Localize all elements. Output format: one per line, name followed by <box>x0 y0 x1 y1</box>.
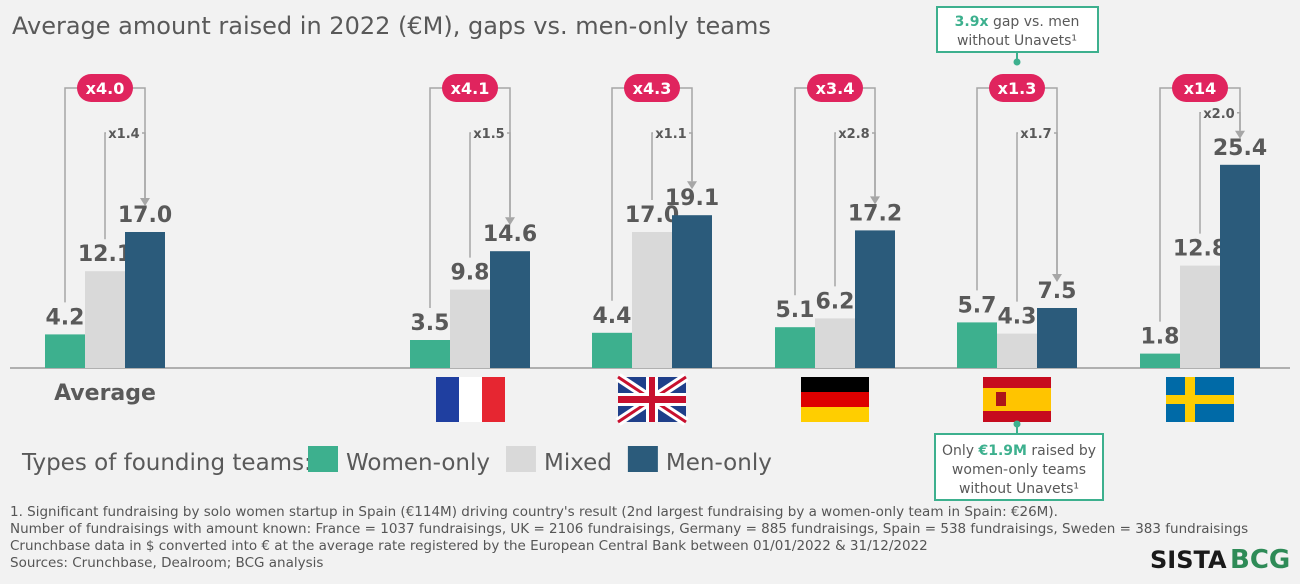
bar <box>410 340 450 368</box>
callout-text: women-only teams <box>952 462 1086 478</box>
bar <box>775 327 815 368</box>
gap-label-bg <box>653 123 689 143</box>
bar <box>450 289 490 368</box>
gap-pill <box>989 74 1045 102</box>
arrow-head <box>1235 130 1245 139</box>
value-label: 25.4 <box>1213 136 1267 161</box>
footnote: 1. Significant fundraising by solo women… <box>10 504 1058 520</box>
gap-label: x1.3 <box>998 79 1037 98</box>
gap-label: x1.7 <box>1020 127 1051 142</box>
callout-bottom: Only €1.9M raised by women-only teams wi… <box>934 420 1104 501</box>
callout-text: gap vs. men <box>993 14 1079 30</box>
gap-label: x1.4 <box>108 127 139 142</box>
logo-sista: SISTA <box>1150 546 1227 574</box>
value-label: 9.8 <box>451 261 490 286</box>
gap-label: x1.1 <box>655 127 686 142</box>
bar <box>1180 265 1220 368</box>
arrow-head <box>687 181 697 190</box>
flag-uk <box>615 373 689 426</box>
bar <box>85 271 125 368</box>
value-label: 5.1 <box>776 298 815 323</box>
value-label: 7.5 <box>1038 279 1077 304</box>
callout-text: without Unavets¹ <box>959 481 1079 497</box>
bar <box>592 332 632 368</box>
footnote: Sources: Crunchbase, Dealroom; BCG analy… <box>10 555 323 571</box>
gap-label: x4.0 <box>86 79 125 98</box>
gap-label-bg <box>1201 102 1237 123</box>
value-label: 4.2 <box>46 305 85 330</box>
value-label: 4.3 <box>998 305 1037 330</box>
value-label: 17.2 <box>848 201 902 226</box>
bar <box>997 333 1037 368</box>
value-label: 6.2 <box>816 289 855 314</box>
callout-highlight: €1.9M <box>977 443 1026 459</box>
bar <box>490 251 530 368</box>
logo-bcg: BCG <box>1230 545 1290 575</box>
footnote: Crunchbase data in $ converted into € at… <box>10 538 928 554</box>
gap-label: x2.0 <box>1203 107 1234 122</box>
value-label: 14.6 <box>483 222 537 247</box>
arrow-head <box>505 217 515 226</box>
gap-label-bg <box>106 123 142 143</box>
bar <box>125 232 165 368</box>
arrow-head <box>140 198 150 206</box>
legend-swatch <box>627 446 658 472</box>
gap-label-bg <box>836 123 872 143</box>
callout-top: 3.9x gap vs. men without Unavets¹ <box>936 6 1099 66</box>
bar <box>45 334 85 368</box>
gap-label: x4.1 <box>451 79 490 98</box>
flag-france <box>436 377 505 422</box>
value-label: 4.4 <box>593 304 632 329</box>
gap-label: x14 <box>1184 79 1217 98</box>
bar <box>815 318 855 368</box>
bar <box>957 322 997 368</box>
legend-swatch <box>308 446 338 472</box>
flag-sweden <box>1166 377 1234 422</box>
bar <box>672 215 712 368</box>
bar <box>1140 353 1180 368</box>
arrow-head <box>1052 274 1062 282</box>
value-label: 19.1 <box>665 186 719 211</box>
gap-pill <box>77 74 133 102</box>
gap-pill <box>442 74 498 102</box>
gap-label: x1.5 <box>473 127 504 142</box>
arrow-head <box>870 196 880 205</box>
value-label: 17.0 <box>118 203 172 228</box>
callout-text: without Unavets¹ <box>957 33 1077 49</box>
gap-label-bg <box>471 123 507 143</box>
gap-label: x3.4 <box>816 79 855 98</box>
callout-highlight: 3.9x <box>955 14 989 30</box>
gap-pill <box>1172 74 1228 102</box>
bar <box>632 232 672 368</box>
legend-title: Types of founding teams: <box>21 450 312 476</box>
flag-germany <box>801 377 869 422</box>
legend-swatch <box>505 446 536 472</box>
value-label: 12.1 <box>78 242 132 267</box>
callout-text: raised by <box>1031 443 1096 459</box>
footnote: Number of fundraisings with amount known… <box>10 521 1248 537</box>
gap-label-bg <box>1018 123 1054 143</box>
callout-text: Only <box>942 443 974 459</box>
gap-label: x4.3 <box>633 79 672 98</box>
value-label: 17.0 <box>625 203 679 228</box>
gap-pill <box>624 74 680 102</box>
callout-text: Only €1.9M raised by <box>942 443 1096 459</box>
bar <box>1037 308 1077 368</box>
flag-spain <box>983 377 1051 422</box>
value-label: 12.8 <box>1173 237 1227 262</box>
value-label: 3.5 <box>411 311 450 336</box>
bar <box>855 230 895 368</box>
gap-label: x2.8 <box>838 127 869 142</box>
x-tick-label: Average <box>54 381 156 406</box>
bar <box>1220 164 1260 368</box>
gap-pill <box>807 74 863 102</box>
chart-title: Average amount raised in 2022 (€M), gaps… <box>12 12 771 40</box>
value-label: 5.7 <box>958 293 997 318</box>
legend-label: Men-only <box>666 450 772 476</box>
legend-label: Mixed <box>544 450 612 476</box>
legend-label: Women-only <box>346 450 490 476</box>
callout-text: 3.9x gap vs. men <box>955 14 1080 30</box>
value-label: 1.8 <box>1141 325 1180 350</box>
